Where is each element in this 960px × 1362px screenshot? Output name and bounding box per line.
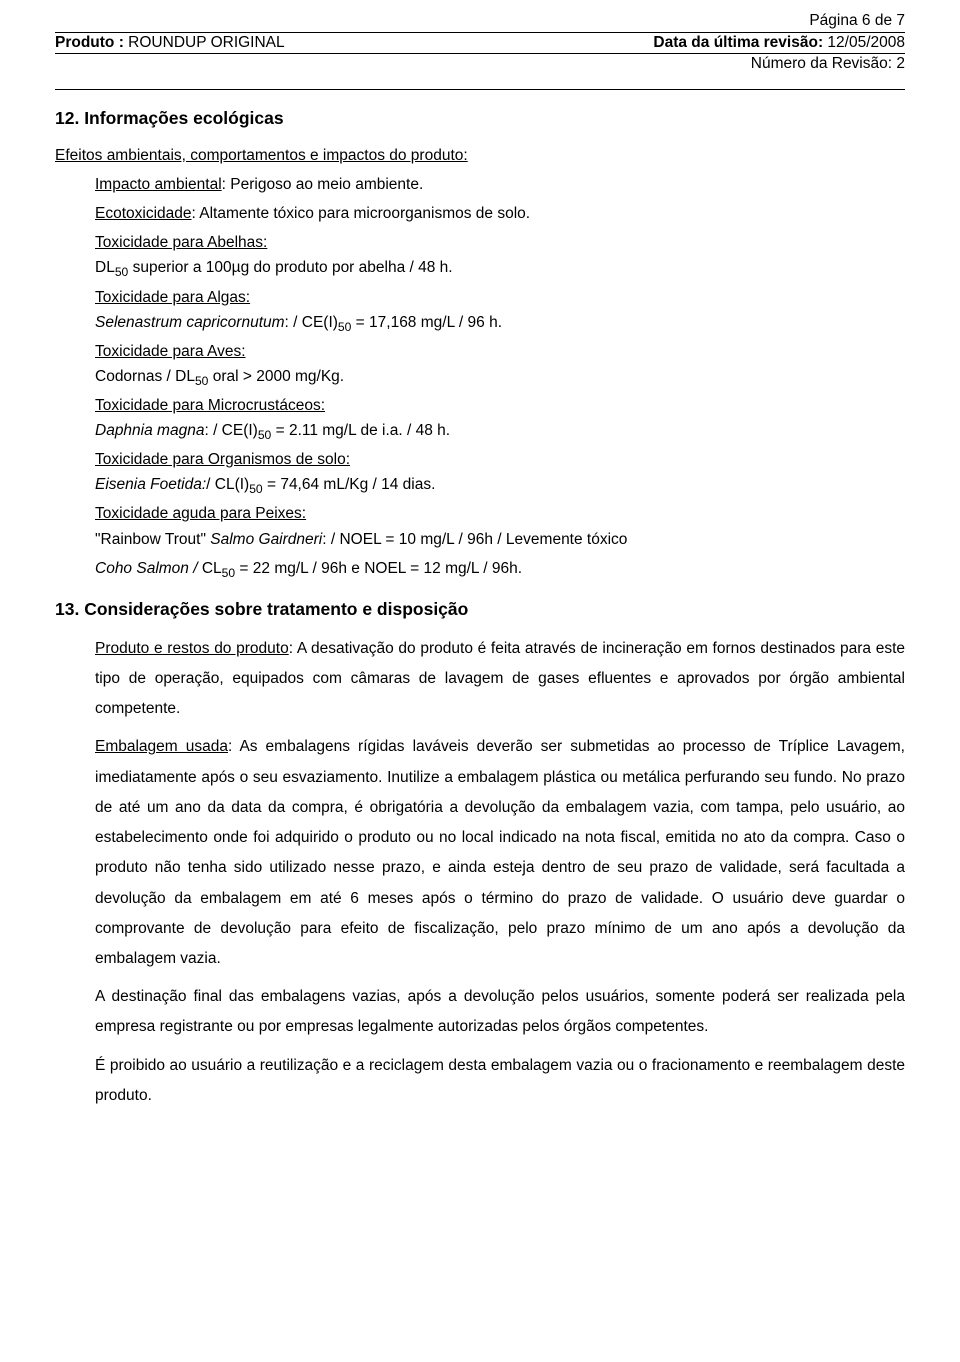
header-product: Produto : ROUNDUP ORIGINAL <box>55 34 285 52</box>
header-revnum-value: 2 <box>892 55 905 72</box>
s12-fish-l2-t1: CL <box>202 560 222 577</box>
s12-fish-l2-it: Coho Salmon / <box>95 560 202 577</box>
s12-birds-label: Toxicidade para Aves: <box>95 339 905 364</box>
s12-algae-line: Selenastrum capricornutum: / CE(I)50 = 1… <box>95 310 905 335</box>
s12-fish-l1-pre: "Rainbow Trout" <box>95 531 210 548</box>
s12-algae-t1: : / CE(I) <box>285 314 338 331</box>
section-12-heading: 12. Informações ecológicas <box>55 108 905 129</box>
s12-soil-label: Toxicidade para Organismos de solo: <box>95 447 905 472</box>
s12-soil-t2: = 74,64 mL/Kg / 14 dias. <box>263 476 436 493</box>
s12-soil-line: Eisenia Foetida:/ CL(I)50 = 74,64 mL/Kg … <box>95 472 905 497</box>
s12-bees-sub: 50 <box>115 266 128 280</box>
section-13-heading: 13. Considerações sobre tratamento e dis… <box>55 599 905 620</box>
s12-birds-pre: Codornas / DL <box>95 368 195 385</box>
s13-p1-label: Produto e restos do produto <box>95 640 289 657</box>
header-revdate: Data da última revisão: 12/05/2008 <box>653 34 905 52</box>
s12-tox-list: Toxicidade para Abelhas: DL50 superior a… <box>95 230 905 580</box>
section-13-body: Produto e restos do produto: A desativaç… <box>95 634 905 1111</box>
s12-ecotox: Ecotoxicidade: Altamente tóxico para mic… <box>95 201 905 226</box>
section-12-body: Efeitos ambientais, comportamentos e imp… <box>55 143 905 581</box>
header-revnum-label: Número da Revisão: <box>751 55 892 72</box>
s12-impact-label: Impacto ambiental <box>95 176 222 193</box>
s12-algae-t2: = 17,168 mg/L / 96 h. <box>351 314 502 331</box>
s12-birds-line: Codornas / DL50 oral > 2000 mg/Kg. <box>95 364 905 389</box>
s12-micro-t1: : / CE(I) <box>204 422 257 439</box>
s12-fish-l1-post: : / NOEL = 10 mg/L / 96h / Levemente tóx… <box>322 531 627 548</box>
s12-micro-it: Daphnia magna <box>95 422 204 439</box>
s13-p1: Produto e restos do produto: A desativaç… <box>95 634 905 725</box>
s12-algae-label: Toxicidade para Algas: <box>95 285 905 310</box>
s13-p3: A destinação final das embalagens vazias… <box>95 982 905 1042</box>
s12-bees-label: Toxicidade para Abelhas: <box>95 230 905 255</box>
header-revdate-label: Data da última revisão: <box>653 34 823 51</box>
s12-ecotox-label: Ecotoxicidade <box>95 205 192 222</box>
s12-fish-line2: Coho Salmon / CL50 = 22 mg/L / 96h e NOE… <box>95 556 905 581</box>
s13-p2-label: Embalagem usada <box>95 738 228 755</box>
page-number: Página 6 de 7 <box>55 12 905 30</box>
s12-micro-sub: 50 <box>258 428 271 442</box>
s12-intro: Efeitos ambientais, comportamentos e imp… <box>55 143 905 168</box>
s12-impact: Impacto ambiental: Perigoso ao meio ambi… <box>95 172 905 197</box>
s12-fish-l2-t2: = 22 mg/L / 96h e NOEL = 12 mg/L / 96h. <box>235 560 522 577</box>
s12-impact-text: : Perigoso ao meio ambiente. <box>222 176 424 193</box>
s12-soil-sub: 50 <box>249 482 262 496</box>
s12-fish-l1-it: Salmo Gairdneri <box>210 531 322 548</box>
s12-bees-pre: DL <box>95 259 115 276</box>
s12-micro-label: Toxicidade para Microcrustáceos: <box>95 393 905 418</box>
s12-micro-line: Daphnia magna: / CE(I)50 = 2.11 mg/L de … <box>95 418 905 443</box>
s12-fish-line1: "Rainbow Trout" Salmo Gairdneri: / NOEL … <box>95 527 905 552</box>
s13-p4: É proibido ao usuário a reutilização e a… <box>95 1051 905 1111</box>
s12-micro-t2: = 2.11 mg/L de i.a. / 48 h. <box>271 422 450 439</box>
s12-fish-label: Toxicidade aguda para Peixes: <box>95 501 905 526</box>
s12-bees-line: DL50 superior a 100µg do produto por abe… <box>95 255 905 280</box>
s12-birds-sub: 50 <box>195 374 208 388</box>
s12-ecotox-text: : Altamente tóxico para microorganismos … <box>192 205 531 222</box>
s12-fish-l2-sub: 50 <box>222 566 235 580</box>
s12-soil-it: Eisenia Foetida: <box>95 476 206 493</box>
s12-soil-t1: / CL(I) <box>206 476 249 493</box>
s13-p2-text: : As embalagens rígidas laváveis deverão… <box>95 738 905 967</box>
s12-birds-post: oral > 2000 mg/Kg. <box>208 368 344 385</box>
header-revnum: Número da Revisão: 2 <box>55 55 905 73</box>
s13-p2: Embalagem usada: As embalagens rígidas l… <box>95 732 905 974</box>
header-revdate-value: 12/05/2008 <box>823 34 905 51</box>
header-row: Produto : ROUNDUP ORIGINAL Data da últim… <box>55 33 905 53</box>
header-box: Produto : ROUNDUP ORIGINAL Data da últim… <box>55 32 905 54</box>
header-product-label: Produto : <box>55 34 124 51</box>
document-page: Página 6 de 7 Produto : ROUNDUP ORIGINAL… <box>0 0 960 1139</box>
s12-bees-post: superior a 100µg do produto por abelha /… <box>128 259 452 276</box>
header-product-value: ROUNDUP ORIGINAL <box>124 34 285 51</box>
s12-algae-sub: 50 <box>338 320 351 334</box>
divider <box>55 89 905 90</box>
s12-algae-it: Selenastrum capricornutum <box>95 314 285 331</box>
